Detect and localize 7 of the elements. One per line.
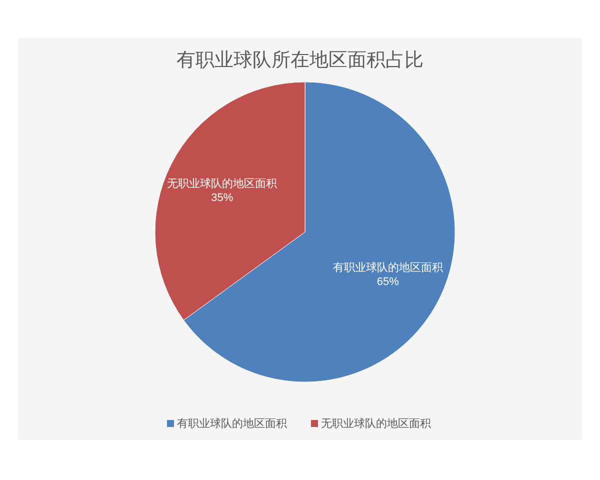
data-label: 65% — [376, 276, 400, 288]
legend-label: 有职业球队的地区面积 — [177, 417, 287, 430]
slice-label: 无职业球队的地区面积 — [167, 176, 278, 190]
data-label: 35% — [211, 192, 234, 204]
chart-title: 有职业球队所在地区面积占比 — [176, 50, 424, 71]
legend-label: 无职业球队的地区面积 — [321, 417, 431, 430]
slice-label: 有职业球队的地区面积 — [332, 261, 443, 274]
